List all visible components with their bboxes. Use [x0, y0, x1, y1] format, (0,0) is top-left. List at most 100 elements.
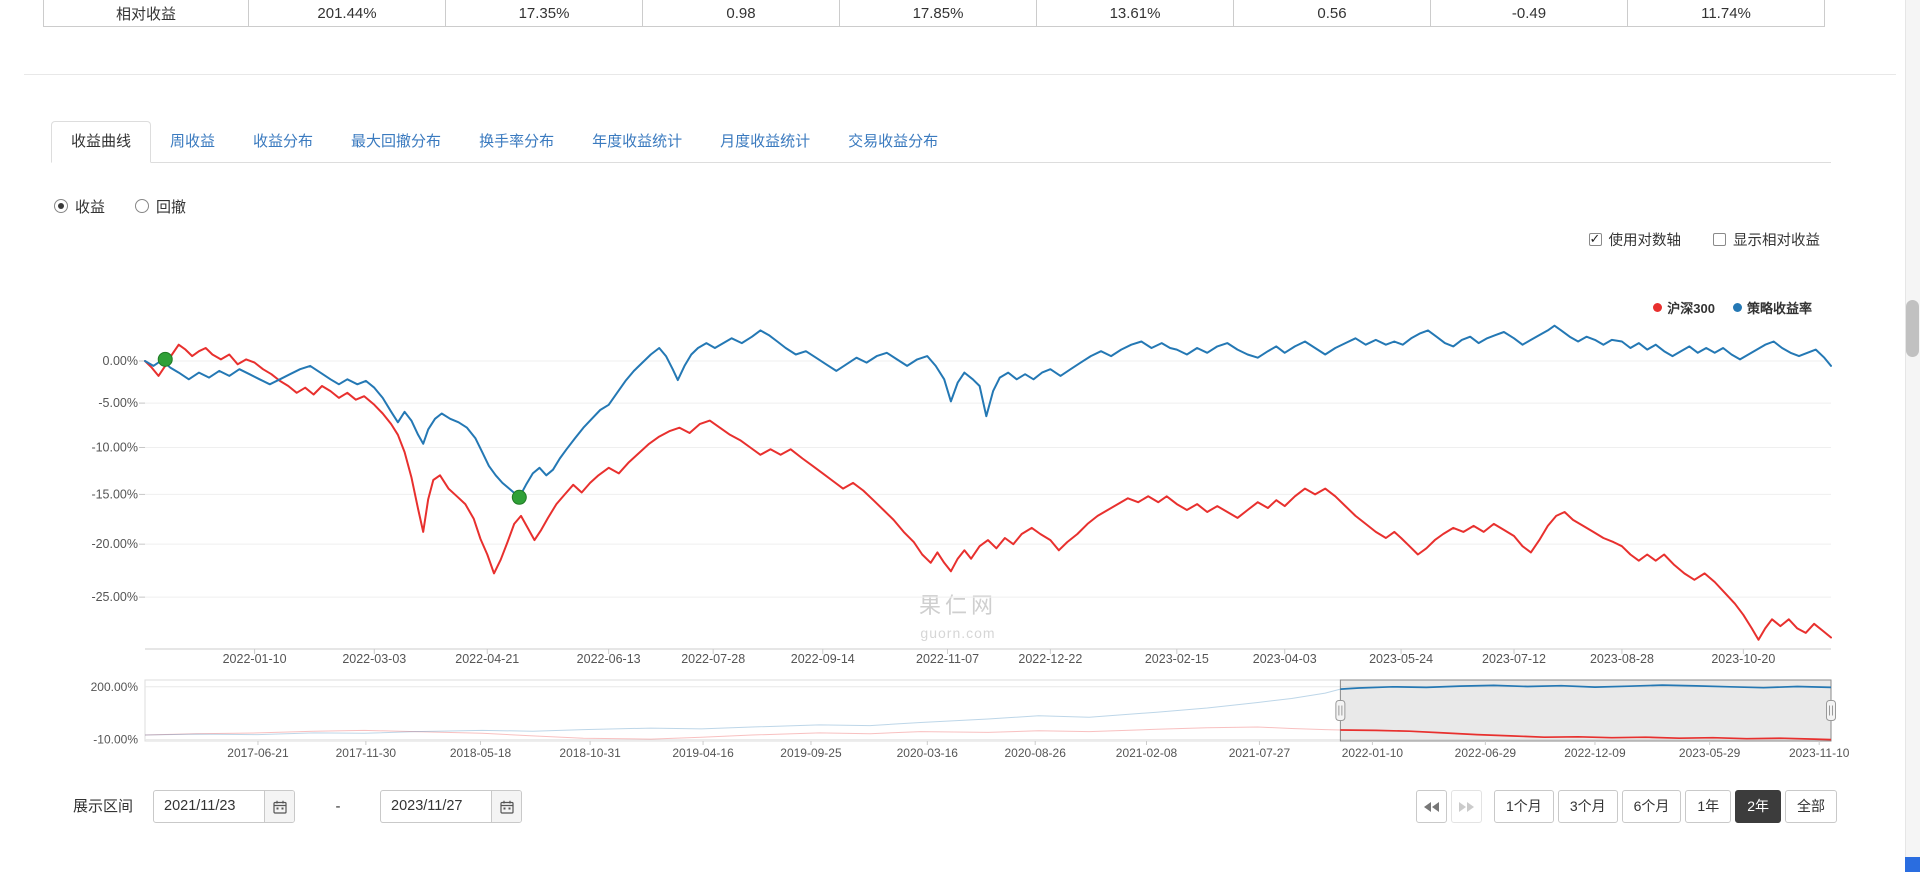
x-axis-label: 2022-03-03: [342, 652, 406, 666]
range-button-3months[interactable]: 3个月: [1557, 790, 1618, 823]
legend-item-benchmark[interactable]: 沪深300: [1653, 298, 1715, 317]
end-date-value[interactable]: 2023/11/27: [391, 798, 463, 814]
nav-y-axis-label: -10.00%: [93, 733, 138, 747]
x-axis-label: 2022-04-21: [455, 652, 519, 666]
tab-return-distribution[interactable]: 收益分布: [253, 133, 314, 150]
log-axis-checkbox[interactable]: [1588, 232, 1602, 246]
stats-value: 17.85%: [840, 0, 1037, 26]
radio-return-icon: [54, 199, 68, 213]
nav-x-axis-label: 2018-05-18: [450, 746, 512, 760]
nav-x-axis-label: 2019-09-25: [780, 746, 842, 760]
range-page-prev-button[interactable]: [1416, 790, 1448, 823]
y-axis-label: 0.00%: [103, 354, 138, 368]
range-button-all[interactable]: 全部: [1785, 790, 1837, 823]
trade-marker: [511, 489, 527, 505]
calendar-icon: [272, 800, 287, 814]
stats-value: 201.44%: [249, 0, 446, 26]
series-line-策略收益率: [144, 324, 1832, 499]
series-line-沪深300: [144, 343, 1832, 641]
range-button-2years[interactable]: 2年: [1735, 790, 1781, 823]
date-range-separator: -: [335, 798, 341, 815]
navigator-handle-right[interactable]: [1826, 700, 1836, 721]
chart-tab-bar: 收益曲线 周收益 收益分布 最大回撤分布 换手率分布 年度收益统计 月度收益统计…: [51, 121, 1831, 163]
x-axis-label: 2022-01-10: [223, 652, 287, 666]
trade-marker: [157, 351, 173, 367]
nav-x-axis-label: 2021-07-27: [1229, 746, 1291, 760]
mode-option-drawdown-label: 回撤: [156, 198, 187, 216]
quick-range-buttons: 1个月 3个月 6个月 1年 2年 全部: [1416, 790, 1837, 823]
nav-y-axis-label: 200.00%: [91, 680, 139, 694]
tab-max-drawdown-distribution[interactable]: 最大回撤分布: [351, 133, 442, 150]
main-chart-plot-area[interactable]: [145, 325, 1831, 649]
end-date-input[interactable]: 2023/11/27: [380, 790, 522, 823]
tab-monthly-return-stats[interactable]: 月度收益统计: [720, 133, 811, 150]
tab-trade-return-distribution[interactable]: 交易收益分布: [848, 133, 939, 150]
benchmark-legend-dot-icon: [1653, 303, 1663, 312]
end-date-calendar-button[interactable]: [491, 791, 521, 822]
display-range-bar: 展示区间 2021/11/23 - 2023/11/27: [0, 790, 1920, 824]
stats-value: 0.98: [643, 0, 840, 26]
nav-series-沪深300: [1340, 729, 1832, 741]
stats-value: 13.61%: [1037, 0, 1234, 26]
stats-value: -0.49: [1431, 0, 1628, 26]
legend-label-strategy: 策略收益率: [1746, 301, 1812, 316]
start-date-input[interactable]: 2021/11/23: [153, 790, 295, 823]
nav-x-axis-label: 2023-05-29: [1679, 746, 1741, 760]
scrollbar-corner-accent: [1905, 857, 1920, 872]
relative-return-checkbox[interactable]: [1713, 232, 1726, 246]
tab-annual-return-stats[interactable]: 年度收益统计: [592, 133, 683, 150]
log-axis-label: 使用对数轴: [1608, 232, 1682, 249]
axis-options: 使用对数轴 显示相对收益: [1588, 229, 1820, 250]
nav-x-axis-label: 2020-03-16: [897, 746, 959, 760]
mode-selector: 收益 回撤: [54, 196, 186, 216]
start-date-calendar-button[interactable]: [264, 791, 294, 822]
chart-legend: 沪深300 策略收益率: [1653, 298, 1812, 317]
x-axis-label: 2023-04-03: [1253, 652, 1317, 666]
stats-row-label: 相对收益: [44, 0, 249, 26]
x-axis-label: 2022-12-22: [1018, 652, 1082, 666]
stats-value: 17.35%: [446, 0, 643, 26]
x-axis-label: 2023-10-20: [1711, 652, 1775, 666]
nav-x-axis-label: 2019-04-16: [672, 746, 734, 760]
main-chart-group: 0.00% -5.00% -10.00% -15.00% -20.00% -25.00% 2…: [91, 324, 1832, 666]
tab-return-curve[interactable]: 收益曲线: [51, 121, 152, 163]
y-axis-label: -15.00%: [91, 487, 138, 501]
y-axis-label: -10.00%: [91, 440, 138, 454]
section-divider: [24, 74, 1896, 75]
relative-return-option[interactable]: 显示相对收益: [1713, 229, 1820, 250]
navigator-handle-left[interactable]: [1335, 700, 1346, 721]
legend-label-benchmark: 沪深300: [1667, 301, 1715, 316]
log-axis-option[interactable]: 使用对数轴: [1588, 229, 1682, 250]
tab-weekly-return[interactable]: 周收益: [170, 133, 216, 150]
x-axis-label: 2022-09-14: [791, 652, 855, 666]
start-date-value[interactable]: 2021/11/23: [164, 798, 236, 814]
nav-x-axis-label: 2018-10-31: [559, 746, 621, 760]
navigator-selection[interactable]: [1339, 679, 1832, 742]
x-axis-label: 2023-02-15: [1145, 652, 1209, 666]
stats-value: 11.74%: [1701, 4, 1751, 22]
nav-x-axis-label: 2020-08-26: [1005, 746, 1067, 760]
range-button-1year[interactable]: 1年: [1685, 790, 1732, 823]
navigator-chart-group: 200.00% -10.00% 2017-06-21 2017-11-30 2018-0…: [91, 679, 1850, 760]
nav-x-axis-label: 2022-01-10: [1342, 746, 1404, 760]
nav-x-axis-label: 2017-06-21: [227, 746, 289, 760]
nav-x-axis-label: 2022-12-09: [1564, 746, 1626, 760]
nav-series-策略收益率: [1340, 684, 1832, 690]
range-page-next-button[interactable]: [1451, 790, 1483, 823]
y-axis-label: -20.00%: [91, 537, 138, 551]
y-axis-label: -25.00%: [91, 590, 138, 604]
mode-option-drawdown[interactable]: 回撤: [135, 196, 186, 217]
nav-x-axis-label: 2022-06-29: [1455, 746, 1517, 760]
scrollbar-thumb[interactable]: [1906, 300, 1919, 357]
x-axis-label: 2022-11-07: [916, 652, 979, 666]
x-axis-label: 2023-08-28: [1590, 652, 1654, 666]
tab-turnover-distribution[interactable]: 换手率分布: [479, 133, 555, 150]
range-button-6months[interactable]: 6个月: [1621, 790, 1682, 823]
scrollbar-track[interactable]: [1905, 0, 1920, 872]
range-button-1month[interactable]: 1个月: [1494, 790, 1554, 823]
mode-option-return[interactable]: 收益: [54, 196, 105, 217]
nav-x-axis-label: 2017-11-30: [336, 746, 397, 760]
legend-item-strategy[interactable]: 策略收益率: [1732, 298, 1812, 317]
radio-drawdown-icon: [135, 199, 150, 213]
